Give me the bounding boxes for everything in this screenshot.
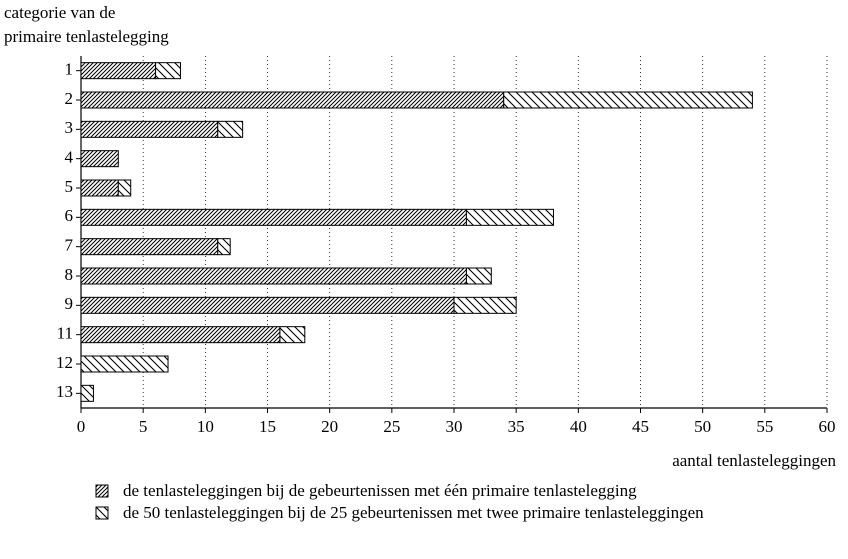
- y-tick-label: 13: [56, 382, 73, 401]
- bar-segment: [80, 120, 219, 138]
- x-tick-label: 15: [259, 417, 276, 436]
- bar-segment: [80, 296, 455, 314]
- y-axis-label: categorie van de: [4, 3, 115, 22]
- bar-segment: [80, 238, 219, 256]
- bar-segment: [453, 296, 517, 314]
- y-tick-label: 6: [65, 206, 74, 225]
- bar-segment: [155, 62, 181, 80]
- x-tick-label: 5: [139, 417, 148, 436]
- x-tick-label: 45: [632, 417, 649, 436]
- y-tick-label: 4: [65, 148, 74, 167]
- bar-segment: [80, 91, 505, 109]
- x-tick-label: 55: [756, 417, 773, 436]
- y-tick-label: 12: [56, 353, 73, 372]
- x-tick-label: 60: [819, 417, 836, 436]
- legend-label: de 50 tenlasteleggingen bij de 25 gebeur…: [123, 503, 704, 522]
- x-tick-label: 20: [321, 417, 338, 436]
- x-tick-label: 0: [77, 417, 86, 436]
- x-tick-label: 35: [508, 417, 525, 436]
- bar-segment: [80, 355, 169, 373]
- y-tick-label: 9: [65, 294, 74, 313]
- y-tick-label: 5: [65, 177, 74, 196]
- bar-segment: [80, 208, 467, 226]
- x-tick-label: 25: [383, 417, 400, 436]
- bar-segment: [465, 267, 492, 285]
- bar-segment: [80, 62, 157, 80]
- y-tick-label: 1: [65, 60, 74, 79]
- x-axis-label: aantal tenlasteleggingen: [672, 451, 836, 470]
- y-tick-label: 2: [65, 89, 74, 108]
- bar-segment: [217, 238, 231, 256]
- x-tick-label: 10: [197, 417, 214, 436]
- legend-swatch: [95, 506, 109, 520]
- y-tick-label: 8: [65, 265, 74, 284]
- legend: de tenlasteleggingen bij de gebeurteniss…: [95, 480, 795, 524]
- y-tick-label: 7: [65, 236, 74, 255]
- bar-segment: [80, 384, 94, 402]
- bar-segment: [80, 326, 281, 344]
- x-tick-label: 30: [446, 417, 463, 436]
- legend-item: de tenlasteleggingen bij de gebeurteniss…: [95, 480, 795, 502]
- x-tick-label: 40: [570, 417, 587, 436]
- bar-segment: [117, 179, 132, 197]
- y-tick-label: 3: [65, 118, 74, 137]
- x-tick-label: 50: [694, 417, 711, 436]
- bar-segment: [279, 326, 306, 344]
- bar-segment: [217, 120, 244, 138]
- legend-swatch: [95, 484, 109, 498]
- bar-segment: [80, 150, 119, 168]
- bar-segment: [503, 91, 753, 109]
- legend-item: de 50 tenlasteleggingen bij de 25 gebeur…: [95, 502, 795, 524]
- bar-segment: [80, 267, 467, 285]
- chart: categorie van de primaire tenlasteleggin…: [4, 3, 836, 470]
- y-axis-label: primaire tenlastelegging: [4, 27, 169, 46]
- legend-label: de tenlasteleggingen bij de gebeurteniss…: [123, 481, 637, 500]
- bar-segment: [80, 179, 119, 197]
- bar-segment: [465, 208, 554, 226]
- y-tick-label: 11: [57, 324, 73, 343]
